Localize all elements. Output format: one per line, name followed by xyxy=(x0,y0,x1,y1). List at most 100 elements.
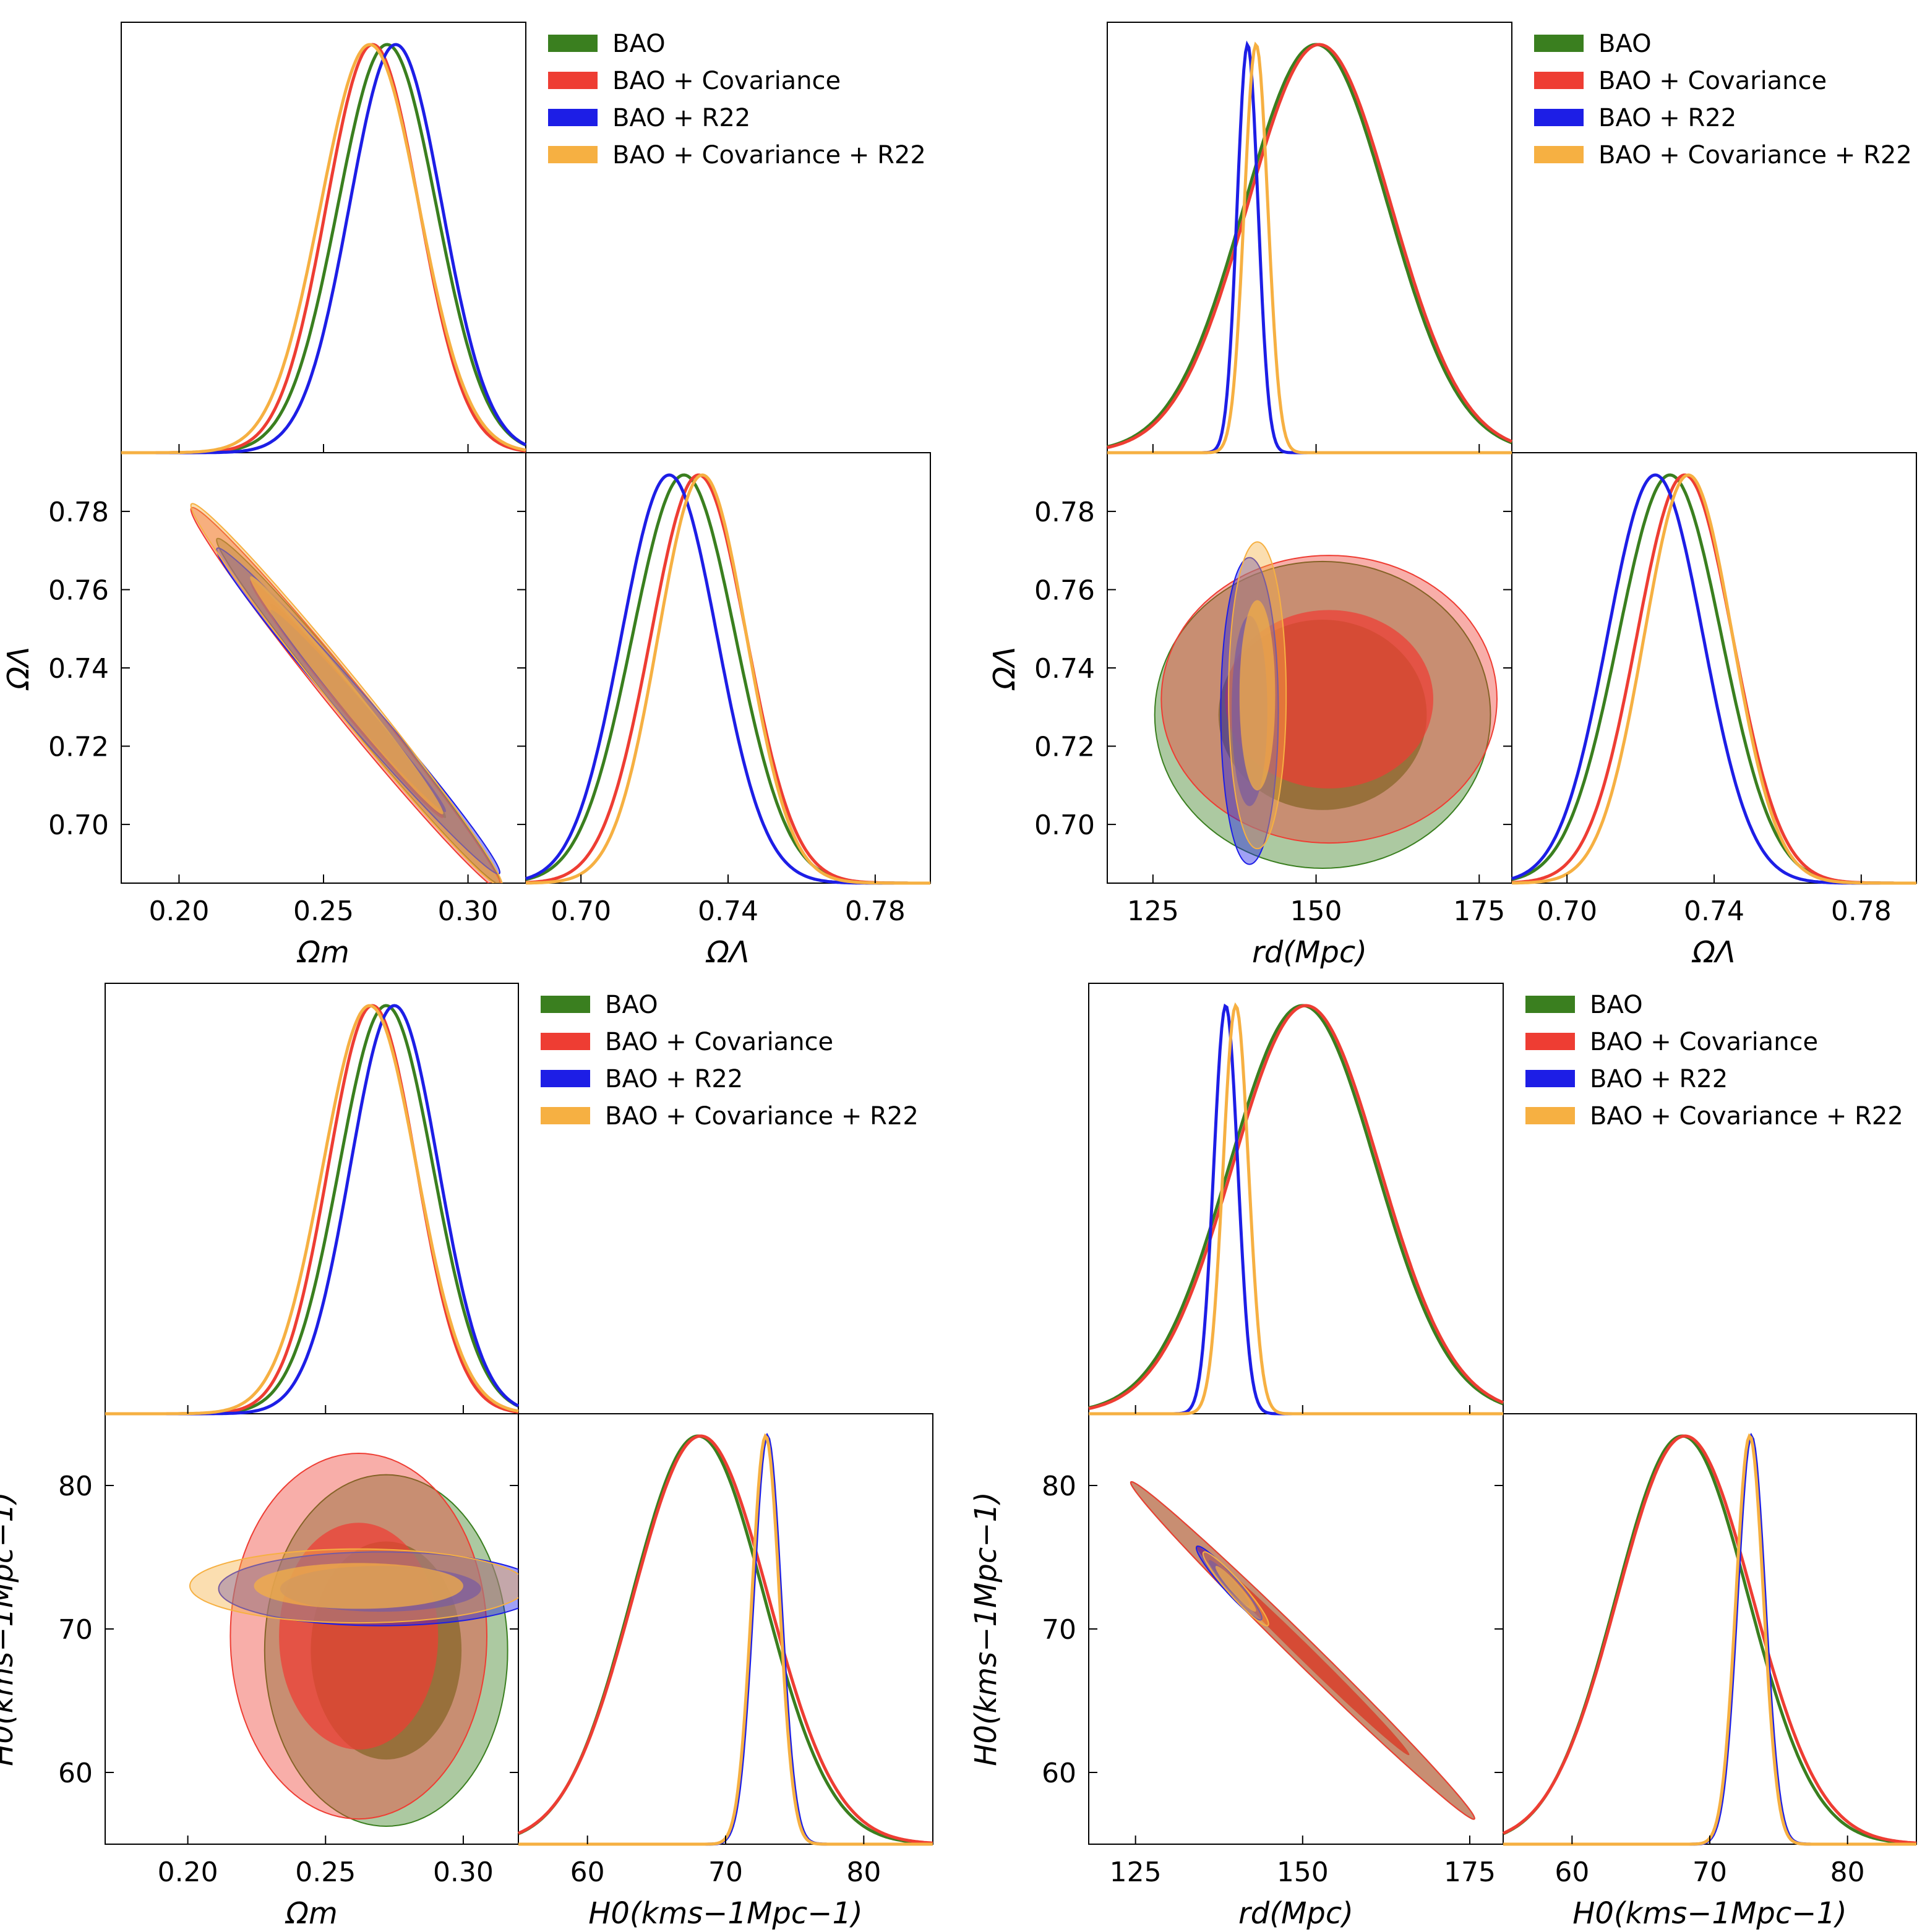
marginal-right-axes xyxy=(518,1413,933,1845)
y-axis-label: ΩΛ xyxy=(987,646,1022,691)
marginal-x-curve-0 xyxy=(1107,43,1512,448)
legend-swatch xyxy=(1534,72,1584,89)
legend-label: BAO + Covariance xyxy=(1598,67,1827,95)
y-axis-label: H0(kms−1Mpc−1) xyxy=(0,1492,20,1766)
joint-contours xyxy=(1130,1481,1475,1820)
y-tick-label: 0.74 xyxy=(48,653,109,685)
x-tick-label: 150 xyxy=(1290,895,1342,927)
marginal-top-axes xyxy=(1107,22,1512,453)
marginal-x-curve-1 xyxy=(1088,1004,1504,1411)
y-tick-label: 70 xyxy=(58,1614,93,1646)
x-tick-label: 125 xyxy=(1110,1857,1162,1888)
x-tick-label: 0.25 xyxy=(293,895,354,927)
legend-swatch xyxy=(1534,146,1584,163)
legend-swatch xyxy=(541,996,590,1013)
marginal-y-curve-1 xyxy=(1502,1434,1917,1845)
legend-label: BAO + Covariance xyxy=(605,1028,833,1056)
y-tick-label: 0.70 xyxy=(1034,810,1095,841)
legend-label: BAO + Covariance + R22 xyxy=(1598,141,1912,169)
corner-plot-2: 125 150 175 0.70 0.74 0.78 0.70 0.72 0.74 0.76 0.7… xyxy=(987,22,1917,970)
x-tick-label: 80 xyxy=(1830,1857,1865,1888)
x-tick-label: 70 xyxy=(708,1857,743,1888)
legend-swatch xyxy=(548,35,598,52)
x-axis-label: rd(Mpc) xyxy=(1238,1896,1353,1931)
legend-swatch xyxy=(548,109,598,126)
y-tick-label: 60 xyxy=(58,1758,93,1789)
y-tick-label: 80 xyxy=(1042,1471,1076,1502)
x-tick-label: 0.20 xyxy=(158,1857,218,1888)
marginal-x-curve-3 xyxy=(105,1004,519,1416)
joint-contours xyxy=(190,503,503,883)
legend-label: BAO xyxy=(1590,991,1643,1019)
legend-swatch xyxy=(1525,1033,1575,1050)
legend-label: BAO + R22 xyxy=(605,1065,743,1093)
x-tick-label: 0.30 xyxy=(433,1857,494,1888)
marginal-x-curve-3 xyxy=(1089,1002,1503,1416)
contour-1sigma-3 xyxy=(1239,600,1276,791)
x-tick-label: 60 xyxy=(570,1857,605,1888)
x-axis-label: Ωm xyxy=(296,935,349,970)
x-tick-label: 0.20 xyxy=(148,895,209,927)
legend-label: BAO xyxy=(1598,30,1652,58)
legend-swatch xyxy=(541,1033,590,1050)
x-tick-label: 0.70 xyxy=(1537,895,1597,927)
x-tick-label: 125 xyxy=(1127,895,1179,927)
legend-label: BAO xyxy=(612,30,666,58)
marginal-top-axes xyxy=(1088,983,1504,1414)
legend-label: BAO + Covariance xyxy=(1590,1028,1818,1056)
legend: BAO BAO + Covariance BAO + R22 BAO + Covari… xyxy=(548,30,926,169)
marginal-y-curve-3 xyxy=(518,1433,933,1846)
marginal-x-curve-3 xyxy=(121,43,526,455)
y-tick-label: 0.70 xyxy=(48,810,109,841)
legend-swatch xyxy=(1525,1107,1575,1124)
legend-swatch xyxy=(548,72,598,89)
x-tick-label: 0.74 xyxy=(1684,895,1744,927)
marginal-y-curve-2 xyxy=(1503,1432,1916,1846)
marginal-x-curve-2 xyxy=(105,1004,520,1416)
legend-label: BAO + Covariance + R22 xyxy=(1590,1102,1903,1131)
marginal-right-axes xyxy=(1503,1413,1917,1845)
x-tick-label: 0.30 xyxy=(438,895,499,927)
y-tick-label: 70 xyxy=(1042,1614,1076,1646)
legend-label: BAO xyxy=(605,991,658,1019)
corner-plot-3: 0.20 0.25 0.30 60 70 80 60 70 80 Ωm H0(kms−1Mpc−1)… xyxy=(0,983,933,1931)
y-tick-label: 0.72 xyxy=(1034,732,1095,763)
x-axis-label: rd(Mpc) xyxy=(1252,935,1367,970)
y-tick-label: 0.78 xyxy=(48,497,109,528)
x-tick-label: 0.74 xyxy=(698,895,758,927)
y-tick-label: 0.72 xyxy=(48,732,109,763)
legend: BAO BAO + Covariance BAO + R22 BAO + Covari… xyxy=(541,991,919,1131)
y-axis-label: H0(kms−1Mpc−1) xyxy=(969,1492,1003,1766)
x-tick-label: 60 xyxy=(1555,1857,1589,1888)
legend-swatch xyxy=(541,1107,590,1124)
x-tick-label: 150 xyxy=(1277,1857,1329,1888)
marginal-x-curve-2 xyxy=(1107,40,1512,455)
joint-contours xyxy=(189,1452,518,1827)
legend-swatch xyxy=(1534,35,1584,52)
marginal-y-curve-1 xyxy=(517,1434,933,1845)
legend-swatch xyxy=(1534,109,1584,126)
joint-contours xyxy=(1154,541,1498,870)
marginal-x-curve-1 xyxy=(105,1004,519,1416)
marginal-y-curve-0 xyxy=(518,1434,933,1845)
contour-1sigma-3 xyxy=(250,576,444,814)
x-tick-label: 175 xyxy=(1453,895,1505,927)
marginal-x-curve-0 xyxy=(105,1004,520,1416)
marginal-y-curve-2 xyxy=(518,1432,933,1846)
marginal-x-curve-2 xyxy=(1089,1003,1503,1416)
y-tick-label: 0.78 xyxy=(1034,497,1095,528)
x-tick-label: 0.25 xyxy=(295,1857,356,1888)
x-tick-label: 175 xyxy=(1444,1857,1496,1888)
legend-label: BAO + Covariance + R22 xyxy=(605,1102,919,1131)
y-tick-label: 60 xyxy=(1042,1758,1076,1789)
legend-swatch xyxy=(1525,996,1575,1013)
y-tick-label: 0.74 xyxy=(1034,653,1095,685)
x-axis-label: ΩΛ xyxy=(1691,935,1736,970)
x-tick-label: 80 xyxy=(846,1857,881,1888)
x-tick-label: 70 xyxy=(1692,1857,1727,1888)
legend-label: BAO + Covariance + R22 xyxy=(612,141,926,169)
marginal-y-curve-3 xyxy=(1503,1433,1916,1846)
contour-1sigma-3 xyxy=(1215,1566,1256,1612)
marginal-x-curve-3 xyxy=(1107,41,1512,455)
